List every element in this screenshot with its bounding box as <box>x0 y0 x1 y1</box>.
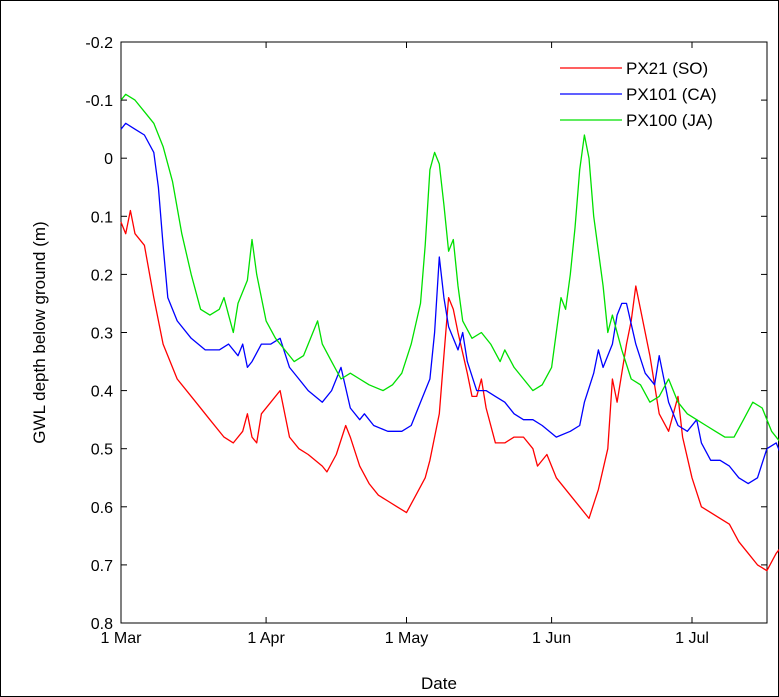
x-tick-label: 1 Apr <box>247 630 285 647</box>
series-line-px101-ca <box>120 122 779 485</box>
series-line-px100-ja <box>120 93 779 442</box>
x-axis-label: Date <box>421 674 457 693</box>
x-tick-label: 1 May <box>385 630 429 647</box>
series-layer <box>120 93 779 572</box>
legend-label: PX101 (CA) <box>626 85 717 104</box>
y-tick-label: 0.4 <box>91 384 113 401</box>
y-tick-label: 0.8 <box>91 616 113 633</box>
axis-layer: -0.2 -0.1 0 0.1 0.2 0.3 0.4 0.5 0.6 0.7 0.81 Mar 1 … <box>85 35 767 647</box>
y-tick-label: -0.2 <box>85 35 113 52</box>
y-tick-label: 0.3 <box>91 326 113 343</box>
y-tick-label: 0.7 <box>91 558 113 575</box>
x-tick-label: 1 Jun <box>532 630 571 647</box>
legend: PX21 (SO) PX101 (CA) PX100 (JA) <box>560 59 717 130</box>
x-tick-label: 1 Mar <box>101 630 143 647</box>
legend-label: PX100 (JA) <box>626 111 713 130</box>
y-tick-label: 0.2 <box>91 267 113 284</box>
series-line-px21-so <box>120 209 779 572</box>
y-tick-label: 0.6 <box>91 500 113 517</box>
plot-area <box>120 41 768 624</box>
y-tick-label: 0 <box>104 151 113 168</box>
y-tick-label: 0.1 <box>91 209 113 226</box>
y-axis-label: GWL depth below ground (m) <box>30 221 49 443</box>
x-tick-label: 1 Jul <box>675 630 709 647</box>
y-tick-label: -0.1 <box>85 93 113 110</box>
legend-label: PX21 (SO) <box>626 59 708 78</box>
y-tick-label: 0.5 <box>91 442 113 459</box>
